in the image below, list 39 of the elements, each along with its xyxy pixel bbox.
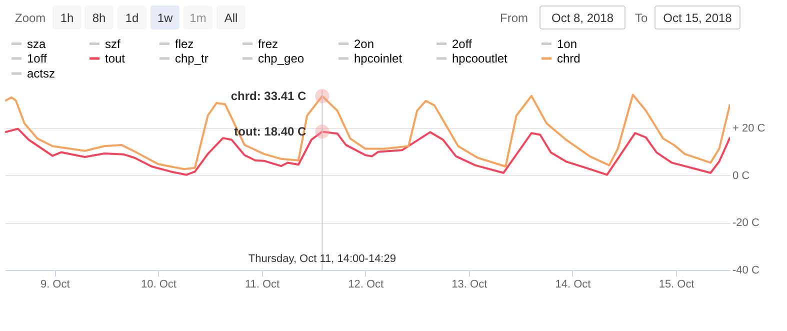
text: 1m bbox=[190, 11, 206, 25]
annotation: chrd: 33.41 C bbox=[230, 89, 307, 104]
text: Zoom bbox=[15, 11, 46, 25]
x-tick-label: 15. Oct bbox=[658, 278, 694, 290]
legend-label: hpcoinlet bbox=[354, 52, 403, 66]
text: 1w bbox=[157, 11, 173, 25]
legend-label: 2on bbox=[354, 36, 374, 51]
legend-label: szf bbox=[105, 36, 121, 51]
x-tick-label: 14. Oct bbox=[555, 278, 591, 290]
legend-label: chrd bbox=[557, 52, 580, 66]
x-tick-label: 12. Oct bbox=[348, 278, 384, 290]
x-tick-label: 10. Oct bbox=[140, 278, 176, 290]
text: From bbox=[500, 11, 528, 25]
x-tick-label: 13. Oct bbox=[452, 278, 488, 290]
legend-label: chp_geo bbox=[258, 52, 304, 66]
y-tick-label: 0 C bbox=[732, 170, 750, 182]
legend-label: frez bbox=[258, 36, 278, 51]
text: To bbox=[635, 11, 648, 25]
legend-label: tout bbox=[105, 52, 126, 66]
text: All bbox=[224, 11, 238, 25]
legend-label: 1off bbox=[27, 52, 48, 66]
y-tick-label: + 20 C bbox=[732, 122, 766, 134]
legend-label: flez bbox=[175, 36, 194, 51]
legend-label: sza bbox=[27, 36, 46, 51]
ref-line-label: Thursday, Oct 11, 14:00-14:29 bbox=[248, 253, 396, 265]
text: Oct 8, 2018 bbox=[551, 11, 614, 25]
legend-label: actsz bbox=[27, 66, 56, 80]
text: 1h bbox=[60, 11, 74, 25]
y-tick-label: -20 C bbox=[732, 217, 760, 230]
legend-label: chp_tr bbox=[175, 52, 208, 66]
text: 8h bbox=[92, 11, 106, 25]
x-tick-label: 9. Oct bbox=[40, 278, 70, 290]
legend-label: 2off bbox=[452, 36, 472, 51]
text: 1d bbox=[125, 11, 139, 25]
x-tick-label: 11. Oct bbox=[244, 278, 280, 290]
legend-label: 1on bbox=[557, 36, 578, 51]
y-tick-label: -40 C bbox=[732, 264, 760, 276]
text: Oct 15, 2018 bbox=[663, 11, 732, 25]
legend-label: hpcooutlet bbox=[452, 52, 508, 66]
